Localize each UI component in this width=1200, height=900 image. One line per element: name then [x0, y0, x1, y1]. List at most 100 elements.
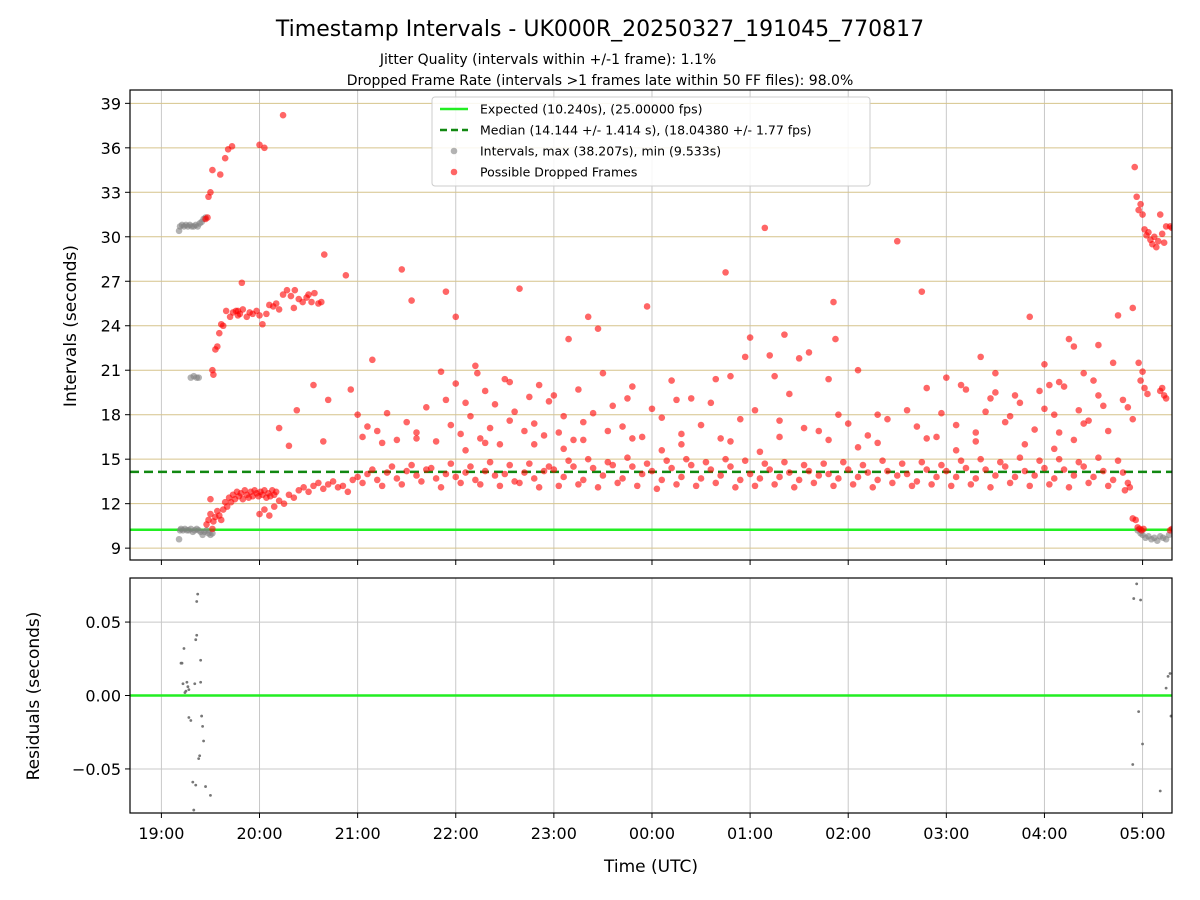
dropped-frame-point — [1065, 335, 1073, 343]
dropped-frame-point — [658, 446, 666, 454]
dropped-frame-point — [761, 224, 769, 232]
dropped-frame-point — [261, 506, 268, 513]
dropped-frame-point — [604, 458, 612, 466]
x-tick-label: 21:00 — [335, 824, 381, 843]
dropped-frame-point — [311, 289, 318, 297]
dropped-frame-point — [275, 497, 283, 504]
dropped-frame-point — [481, 387, 489, 395]
dropped-frame-point — [908, 482, 916, 490]
dropped-frame-point — [1026, 482, 1034, 490]
dropped-frame-point — [1001, 418, 1009, 426]
dropped-frame-point — [256, 312, 263, 319]
dropped-frame-point — [279, 111, 287, 119]
dropped-frame-point — [800, 424, 808, 432]
dropped-frame-point — [1160, 239, 1168, 247]
dropped-frame-point — [319, 438, 327, 445]
dropped-frame-point — [373, 427, 381, 435]
dropped-frame-point — [511, 408, 518, 416]
dropped-frame-point — [1011, 473, 1019, 481]
dropped-frame-point — [305, 488, 312, 496]
y-tick-label: 36 — [101, 139, 121, 158]
y-tick-label: 0.00 — [85, 687, 121, 706]
dropped-frame-point — [491, 401, 499, 408]
dropped-frame-point — [238, 279, 246, 287]
dropped-frame-point — [285, 442, 293, 450]
dropped-frame-point — [756, 448, 764, 456]
dropped-frame-point — [643, 303, 651, 310]
dropped-frame-point — [844, 420, 852, 427]
dropped-frame-point — [423, 403, 430, 411]
dropped-frame-point — [354, 473, 361, 481]
dropped-frame-point — [486, 424, 494, 432]
dropped-frame-point — [1153, 243, 1160, 251]
dropped-frame-point — [913, 423, 921, 430]
dropped-frame-point — [295, 487, 303, 494]
residual-point — [185, 680, 189, 684]
residual-point — [193, 682, 197, 686]
x-tick-label: 05:00 — [1120, 824, 1166, 843]
dropped-frame-point — [884, 467, 891, 475]
plot-area — [130, 582, 1172, 812]
dropped-frame-point — [1070, 343, 1078, 350]
dropped-frame-point — [550, 392, 558, 399]
dropped-frame-point — [722, 269, 729, 276]
dropped-frame-point — [717, 472, 724, 479]
dropped-frame-point — [683, 455, 690, 463]
legend-marker — [450, 147, 458, 155]
dropped-frame-point — [261, 144, 268, 152]
dropped-frame-point — [653, 485, 661, 493]
dropped-frame-point — [1050, 475, 1058, 482]
dropped-frame-point — [324, 396, 332, 404]
dropped-frame-point — [398, 481, 406, 488]
dropped-frame-point — [452, 313, 460, 321]
dropped-frame-point — [413, 435, 420, 442]
dropped-frame-point — [1046, 481, 1053, 488]
dropped-frame-point — [668, 377, 675, 384]
dropped-frame-point — [741, 457, 749, 464]
dropped-frame-point — [584, 313, 592, 321]
dropped-frame-point — [207, 510, 214, 518]
dropped-frame-point — [1050, 411, 1058, 419]
legend-label: Median (14.144 +/- 1.414 s), (18.04380 +… — [480, 123, 811, 138]
legend-box — [431, 96, 871, 187]
dropped-frame-point — [560, 445, 567, 453]
x-tick-label: 23:00 — [531, 824, 577, 843]
dropped-frame-point — [393, 475, 401, 482]
dropped-frame-point — [1006, 479, 1014, 487]
dropped-frame-point — [957, 457, 965, 464]
dropped-frame-point — [427, 464, 435, 472]
dropped-frame-point — [609, 461, 617, 469]
dropped-frame-point — [280, 500, 288, 507]
dropped-frame-point — [256, 141, 263, 149]
dropped-frame-point — [359, 479, 366, 487]
dropped-frame-point — [599, 369, 607, 377]
dropped-frame-point — [781, 331, 788, 338]
dropped-frame-point — [1168, 525, 1172, 533]
dropped-frame-point — [707, 466, 715, 473]
dropped-frame-point — [207, 189, 214, 196]
dropped-frame-point — [378, 439, 386, 447]
dropped-frame-point — [1055, 455, 1063, 463]
residual-point — [192, 808, 196, 812]
dropped-frame-point — [308, 298, 315, 306]
dropped-frame-point — [815, 427, 823, 435]
residual-point — [1166, 675, 1170, 678]
y-tick-label: 12 — [101, 495, 121, 514]
y-axis-label-residuals: Residuals (seconds) — [24, 612, 44, 781]
dropped-frame-point — [383, 409, 391, 417]
dropped-frame-point — [992, 369, 999, 377]
dropped-frame-point — [579, 418, 587, 426]
dropped-frame-point — [516, 479, 523, 487]
dropped-frame-point — [879, 457, 886, 464]
residual-point — [1135, 582, 1139, 586]
dropped-frame-point — [840, 458, 847, 466]
dropped-frame-point — [535, 484, 543, 491]
dropped-frame-point — [221, 154, 229, 162]
dropped-frame-point — [408, 461, 415, 469]
dropped-frame-point — [893, 472, 901, 479]
dropped-frame-point — [342, 272, 350, 279]
legend-label: Intervals, max (38.207s), min (9.533s) — [480, 144, 721, 159]
y-tick-label: 9 — [111, 539, 121, 558]
dropped-frame-point — [1119, 396, 1127, 404]
dropped-frame-point — [992, 472, 999, 479]
